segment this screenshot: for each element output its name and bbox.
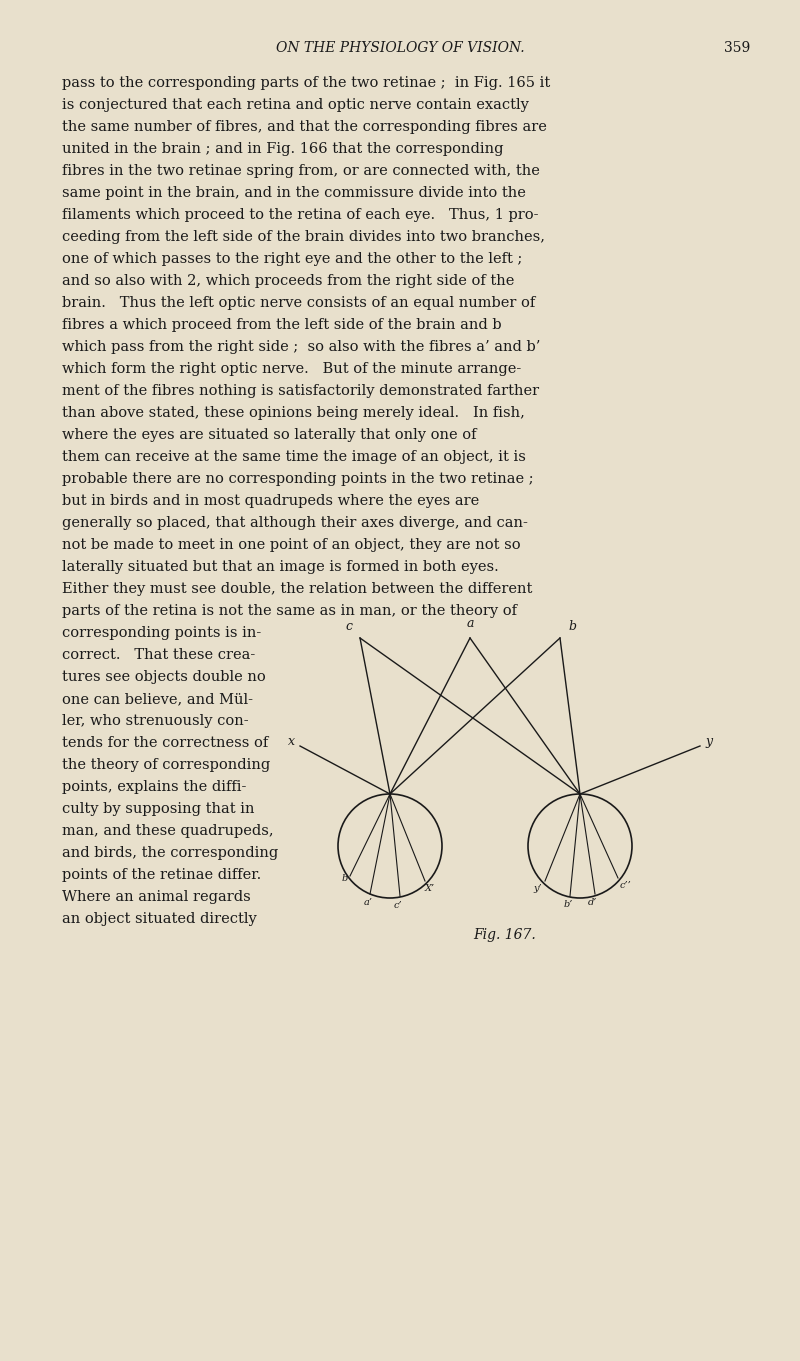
Text: one of which passes to the right eye and the other to the left ;: one of which passes to the right eye and… bbox=[62, 252, 522, 265]
Text: a: a bbox=[466, 617, 474, 630]
Text: same point in the brain, and in the commissure divide into the: same point in the brain, and in the comm… bbox=[62, 186, 526, 200]
Text: Fig. 167.: Fig. 167. bbox=[474, 928, 536, 942]
Text: not be made to meet in one point of an object, they are not so: not be made to meet in one point of an o… bbox=[62, 538, 521, 553]
Text: and birds, the corresponding: and birds, the corresponding bbox=[62, 847, 278, 860]
Text: d’: d’ bbox=[587, 898, 597, 906]
Text: laterally situated but that an image is formed in both eyes.: laterally situated but that an image is … bbox=[62, 559, 498, 574]
Text: man, and these quadrupeds,: man, and these quadrupeds, bbox=[62, 823, 274, 838]
Text: united in the brain ; and in Fig. 166 that the corresponding: united in the brain ; and in Fig. 166 th… bbox=[62, 142, 503, 157]
Text: them can receive at the same time the image of an object, it is: them can receive at the same time the im… bbox=[62, 450, 526, 464]
Text: correct.   That these crea-: correct. That these crea- bbox=[62, 648, 255, 661]
Text: ON THE PHYSIOLOGY OF VISION.: ON THE PHYSIOLOGY OF VISION. bbox=[276, 41, 524, 54]
Text: Either they must see double, the relation between the different: Either they must see double, the relatio… bbox=[62, 583, 532, 596]
Text: the theory of corresponding: the theory of corresponding bbox=[62, 758, 270, 772]
Text: ceeding from the left side of the brain divides into two branches,: ceeding from the left side of the brain … bbox=[62, 230, 545, 244]
Text: the same number of fibres, and that the corresponding fibres are: the same number of fibres, and that the … bbox=[62, 120, 547, 133]
Text: but in birds and in most quadrupeds where the eyes are: but in birds and in most quadrupeds wher… bbox=[62, 494, 479, 508]
Text: x: x bbox=[288, 735, 295, 747]
Text: points of the retinae differ.: points of the retinae differ. bbox=[62, 868, 262, 882]
Text: y: y bbox=[705, 735, 712, 747]
Text: ler, who strenuously con-: ler, who strenuously con- bbox=[62, 715, 249, 728]
Text: and so also with 2, which proceeds from the right side of the: and so also with 2, which proceeds from … bbox=[62, 274, 514, 289]
Text: c: c bbox=[345, 621, 352, 633]
Text: than above stated, these opinions being merely ideal.   In fish,: than above stated, these opinions being … bbox=[62, 406, 525, 421]
Text: b: b bbox=[342, 874, 348, 883]
Text: fibres in the two retinae spring from, or are connected with, the: fibres in the two retinae spring from, o… bbox=[62, 163, 540, 178]
Text: a’: a’ bbox=[363, 898, 373, 906]
Text: c’: c’ bbox=[394, 901, 402, 911]
Text: one can believe, and Mül-: one can believe, and Mül- bbox=[62, 691, 253, 706]
Text: X’: X’ bbox=[425, 885, 435, 893]
Text: fibres a which proceed from the left side of the brain and b: fibres a which proceed from the left sid… bbox=[62, 318, 502, 332]
Text: points, explains the diffi-: points, explains the diffi- bbox=[62, 780, 246, 793]
Text: where the eyes are situated so laterally that only one of: where the eyes are situated so laterally… bbox=[62, 427, 477, 442]
Text: ment of the fibres nothing is satisfactorily demonstrated farther: ment of the fibres nothing is satisfacto… bbox=[62, 384, 539, 397]
Text: y’: y’ bbox=[534, 885, 542, 893]
Text: b: b bbox=[568, 621, 576, 633]
Text: parts of the retina is not the same as in man, or the theory of: parts of the retina is not the same as i… bbox=[62, 604, 517, 618]
Text: pass to the corresponding parts of the two retinae ;  in Fig. 165 it: pass to the corresponding parts of the t… bbox=[62, 76, 550, 90]
Text: brain.   Thus the left optic nerve consists of an equal number of: brain. Thus the left optic nerve consist… bbox=[62, 295, 535, 310]
Text: tends for the correctness of: tends for the correctness of bbox=[62, 736, 268, 750]
Text: b’: b’ bbox=[563, 900, 573, 909]
Text: filaments which proceed to the retina of each eye.   Thus, 1 pro-: filaments which proceed to the retina of… bbox=[62, 208, 538, 222]
Text: 359: 359 bbox=[724, 41, 750, 54]
Text: probable there are no corresponding points in the two retinae ;: probable there are no corresponding poin… bbox=[62, 472, 534, 486]
Text: Where an animal regards: Where an animal regards bbox=[62, 890, 250, 904]
Text: tures see objects double no: tures see objects double no bbox=[62, 670, 266, 685]
Text: culty by supposing that in: culty by supposing that in bbox=[62, 802, 254, 817]
Text: generally so placed, that although their axes diverge, and can-: generally so placed, that although their… bbox=[62, 516, 528, 529]
Text: an object situated directly: an object situated directly bbox=[62, 912, 257, 925]
Text: c’’: c’’ bbox=[620, 881, 632, 890]
Text: corresponding points is in-: corresponding points is in- bbox=[62, 626, 262, 640]
Text: which pass from the right side ;  so also with the fibres a’ and b’: which pass from the right side ; so also… bbox=[62, 340, 540, 354]
Text: which form the right optic nerve.   But of the minute arrange-: which form the right optic nerve. But of… bbox=[62, 362, 522, 376]
Text: is conjectured that each retina and optic nerve contain exactly: is conjectured that each retina and opti… bbox=[62, 98, 529, 112]
